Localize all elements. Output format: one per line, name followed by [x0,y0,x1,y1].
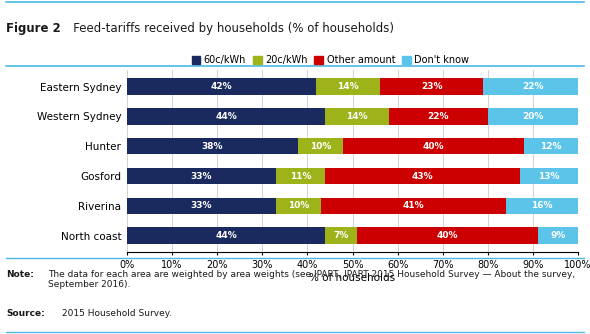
Bar [127,138,299,154]
Text: 40%: 40% [423,142,444,151]
Text: 16%: 16% [532,201,553,210]
Text: 2015 Household Survey.: 2015 Household Survey. [62,309,172,318]
Bar [537,227,578,244]
Text: 22%: 22% [428,112,449,121]
Bar [127,108,326,125]
Text: The data for each area are weighted by area weights (see IPART, IPART 2015 House: The data for each area are weighted by a… [48,270,575,289]
Text: 14%: 14% [346,112,368,121]
Bar [488,108,578,125]
Text: 13%: 13% [538,172,559,181]
Text: 14%: 14% [337,82,359,91]
Text: 23%: 23% [421,82,442,91]
Bar [127,168,276,184]
Bar [321,198,506,214]
Text: Feed-tariffs received by households (% of households): Feed-tariffs received by households (% o… [62,22,394,34]
X-axis label: % of households: % of households [310,273,395,283]
Text: 38%: 38% [202,142,224,151]
Bar [326,168,520,184]
Bar [127,198,276,214]
Bar [127,227,326,244]
Text: 7%: 7% [333,231,349,240]
Bar [520,168,578,184]
Bar [343,138,524,154]
Bar [379,78,483,95]
Text: Figure 2: Figure 2 [6,22,61,34]
Bar [326,108,389,125]
Bar [276,168,326,184]
Text: 44%: 44% [215,112,237,121]
Text: 33%: 33% [191,201,212,210]
Text: 10%: 10% [288,201,309,210]
Text: 41%: 41% [402,201,424,210]
Text: 11%: 11% [290,172,312,181]
Text: Note:: Note: [6,270,34,279]
Legend: 60c/kWh, 20c/kWh, Other amount, Don't know: 60c/kWh, 20c/kWh, Other amount, Don't kn… [192,55,469,65]
Text: 9%: 9% [550,231,566,240]
Text: 10%: 10% [310,142,332,151]
Bar [326,227,357,244]
Bar [316,78,379,95]
Bar [299,138,343,154]
Text: Source:: Source: [6,309,45,318]
Bar [357,227,537,244]
Bar [506,198,578,214]
Text: 44%: 44% [215,231,237,240]
Text: 12%: 12% [540,142,562,151]
Bar [483,78,583,95]
Text: 33%: 33% [191,172,212,181]
Text: 22%: 22% [522,82,544,91]
Text: 20%: 20% [522,112,544,121]
Text: 43%: 43% [412,172,433,181]
Bar [276,198,321,214]
Bar [389,108,488,125]
Bar [127,78,316,95]
Bar [524,138,578,154]
Text: 40%: 40% [437,231,458,240]
Text: 42%: 42% [211,82,232,91]
